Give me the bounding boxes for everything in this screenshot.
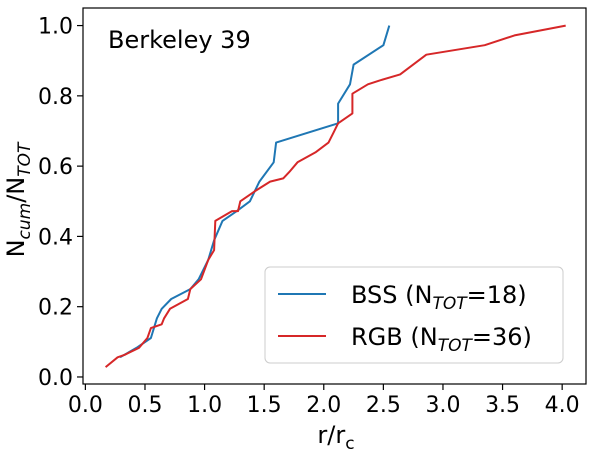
plot-frame [82,7,587,385]
x-tick-label: 0.0 [68,393,103,418]
legend-label-rgb: RGB (NTOT=36) [351,323,532,356]
x-axis-ticks: 0.0 0.5 1.0 1.5 2.0 2.5 3.0 3.5 4.0 [68,384,580,418]
series-line-bss [119,25,391,359]
x-tick-label: 0.5 [127,393,162,418]
legend-box [264,266,564,364]
x-tick-label: 1.5 [247,393,282,418]
series-line-rgb [104,24,566,368]
y-tick-label: 1.0 [38,15,73,40]
y-tick-label: 0.6 [38,155,73,180]
y-tick-label: 0.2 [38,296,73,321]
y-tick-label: 0.0 [38,366,73,391]
x-axis-title: r/rc [317,421,354,452]
x-tick-label: 3.5 [485,393,520,418]
x-tick-label: 2.0 [306,393,341,418]
y-tick-label: 0.8 [38,85,73,110]
x-tick-label: 3.0 [425,393,460,418]
series-layer [104,24,566,368]
y-axis-ticks: 0.0 0.2 0.4 0.6 0.8 1.0 [38,15,83,391]
legend-label-bss: BSS (NTOT=18) [351,281,527,314]
y-axis-title: Ncum/NTOT [2,141,35,257]
legend: BSS (NTOT=18) RGB (NTOT=36) [264,266,564,364]
x-tick-label: 2.5 [366,393,401,418]
x-tick-label: 4.0 [545,393,580,418]
cluster-name-annotation: Berkeley 39 [108,26,251,54]
x-tick-label: 1.0 [187,393,222,418]
y-tick-label: 0.4 [38,225,73,250]
